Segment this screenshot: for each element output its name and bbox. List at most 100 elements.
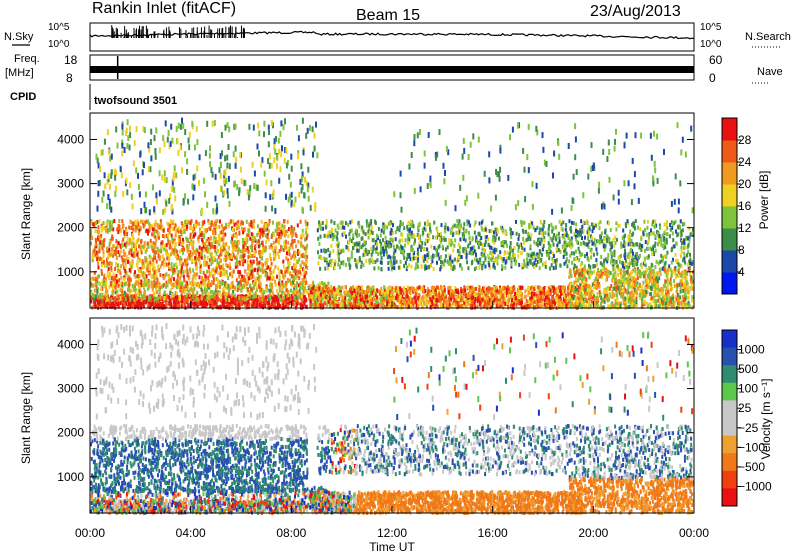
heatmap-cell <box>119 288 122 293</box>
heatmap-cell <box>134 270 136 275</box>
heatmap-cell <box>293 286 296 291</box>
heatmap-cell <box>174 233 177 238</box>
heatmap-cell <box>150 155 153 162</box>
noise-right-tick-bottom: 10^0 <box>700 39 722 50</box>
heatmap-cell <box>235 156 238 163</box>
heatmap-cell <box>146 295 149 300</box>
heatmap-cell <box>103 172 106 179</box>
heatmap-cell <box>100 271 103 276</box>
heatmap-cell <box>120 264 123 269</box>
heatmap-cell <box>325 285 328 290</box>
heatmap-cell <box>304 219 307 224</box>
heatmap-cell <box>194 262 197 267</box>
heatmap-cell <box>264 205 267 212</box>
heatmap-cell <box>412 302 415 307</box>
heatmap-cell <box>122 262 125 266</box>
heatmap-cell <box>301 260 304 265</box>
heatmap-cell <box>273 253 276 258</box>
heatmap-cell <box>295 299 298 304</box>
heatmap-cell <box>155 274 158 278</box>
heatmap-cell <box>355 291 357 296</box>
heatmap-cell <box>329 288 332 293</box>
heatmap-cell <box>143 243 146 248</box>
heatmap-cell <box>307 195 310 202</box>
heatmap-cell <box>103 238 105 243</box>
heatmap-cell <box>306 254 309 259</box>
heatmap-cell <box>194 173 197 180</box>
heatmap-cell <box>284 147 287 153</box>
heatmap-cell <box>545 304 548 309</box>
heatmap-cell <box>245 239 248 244</box>
heatmap-cell <box>195 254 198 259</box>
heatmap-cell <box>236 254 238 259</box>
heatmap-cell <box>186 244 189 248</box>
heatmap-cell <box>253 170 256 177</box>
heatmap-cell <box>106 178 109 185</box>
heatmap-cell <box>510 286 513 291</box>
heatmap-cell <box>272 189 275 196</box>
heatmap-cell <box>237 219 240 224</box>
heatmap-cell <box>360 294 363 298</box>
heatmap-cell <box>450 304 453 309</box>
heatmap-cell <box>281 280 284 285</box>
heatmap-cell <box>438 295 441 300</box>
heatmap-cell <box>142 271 145 276</box>
noise-sky-line <box>89 30 695 40</box>
heatmap-cell <box>332 304 335 309</box>
heatmap-cell <box>154 256 157 260</box>
heatmap-cell <box>487 288 490 293</box>
heatmap-cell <box>262 304 264 309</box>
heatmap-cell <box>107 262 110 266</box>
heatmap-cell <box>251 238 254 243</box>
heatmap-cell <box>167 275 170 280</box>
heatmap-cell <box>298 250 301 255</box>
heatmap-cell <box>205 238 208 243</box>
heatmap-cell <box>135 167 138 174</box>
heatmap-cell <box>280 225 283 230</box>
heatmap-cell <box>161 234 164 238</box>
heatmap-cell <box>224 169 227 176</box>
heatmap-cell <box>283 245 286 250</box>
heatmap-cell <box>191 278 194 283</box>
heatmap-cell <box>110 268 113 272</box>
heatmap-cell <box>140 291 142 296</box>
heatmap-cell <box>488 296 490 301</box>
heatmap-cell <box>166 256 169 261</box>
heatmap-cell <box>277 240 280 245</box>
heatmap-cell <box>303 262 306 267</box>
heatmap-cell <box>276 231 279 236</box>
heatmap-cell <box>224 232 227 237</box>
heatmap-cell <box>138 191 141 198</box>
heatmap-cell <box>270 302 273 307</box>
heatmap-cell <box>435 298 438 303</box>
heatmap-cell <box>202 221 205 226</box>
heatmap-cell <box>257 122 260 129</box>
heatmap-cell <box>219 268 222 273</box>
heatmap-cell <box>350 296 353 301</box>
heatmap-cell <box>171 226 174 231</box>
heatmap-cell <box>158 235 160 240</box>
heatmap-cell <box>397 299 400 304</box>
heatmap-cell <box>358 290 361 295</box>
heatmap-cell <box>199 283 202 288</box>
heatmap-cell <box>184 151 187 158</box>
heatmap-cell <box>115 239 118 244</box>
heatmap-cell <box>182 274 185 279</box>
heatmap-cell <box>101 149 104 156</box>
heatmap-cell <box>141 273 144 278</box>
heatmap-cell <box>374 292 377 297</box>
heatmap-cell <box>519 300 522 305</box>
heatmap-cell <box>577 290 580 295</box>
heatmap-cell <box>442 303 444 308</box>
heatmap-cell <box>303 295 306 299</box>
heatmap-cell <box>384 296 387 301</box>
heatmap-cell <box>311 186 314 193</box>
heatmap-cell <box>271 247 274 252</box>
heatmap-cell <box>131 233 134 237</box>
heatmap-cell <box>238 286 241 291</box>
heatmap-cell <box>124 297 127 301</box>
heatmap-cell <box>520 297 523 302</box>
heatmap-cell <box>139 269 142 274</box>
heatmap-cell <box>151 232 154 237</box>
heatmap-cell <box>155 284 158 289</box>
